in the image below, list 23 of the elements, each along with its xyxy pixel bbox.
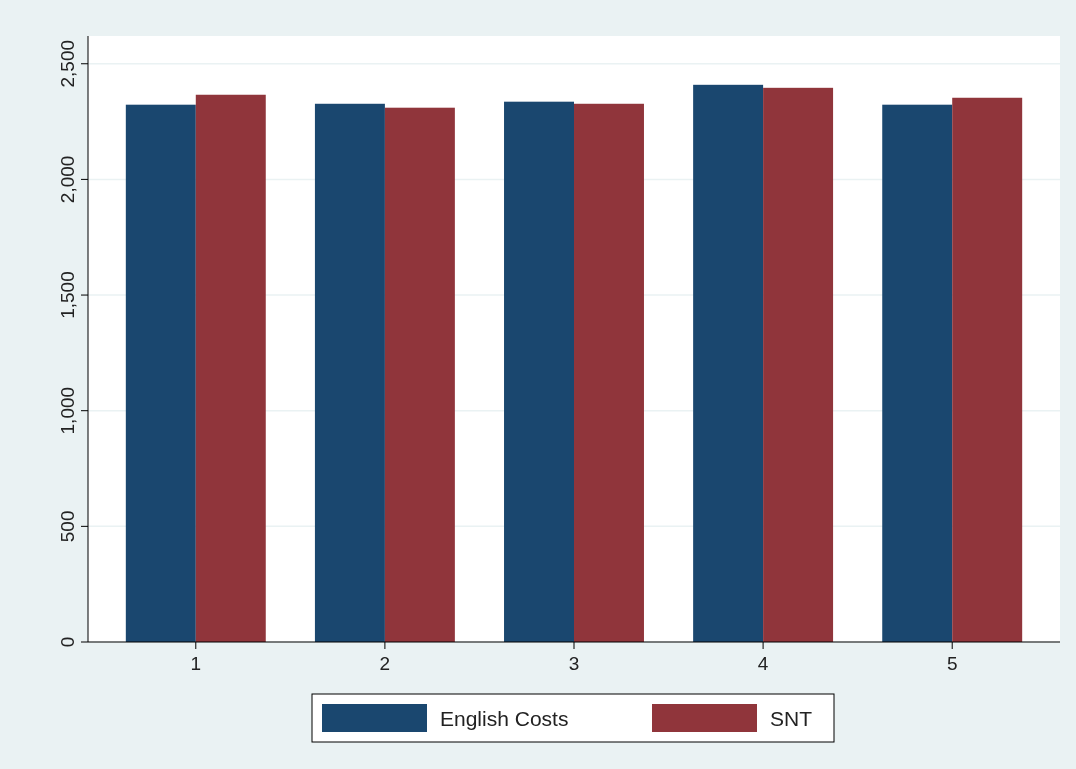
bar <box>693 84 764 642</box>
legend-label: SNT <box>770 707 813 730</box>
x-tick-label: 3 <box>568 653 580 674</box>
bar <box>952 97 1023 642</box>
x-tick-label: 1 <box>190 653 202 674</box>
bar <box>763 87 834 642</box>
y-tick-label: 1,500 <box>57 271 78 319</box>
y-tick-label: 500 <box>57 510 78 543</box>
y-tick-label: 0 <box>57 636 78 648</box>
bar <box>125 104 196 642</box>
bar <box>882 104 953 642</box>
bar <box>384 107 455 642</box>
x-tick-label: 2 <box>379 653 391 674</box>
y-tick-label: 2,000 <box>57 155 78 204</box>
bar <box>314 103 385 642</box>
y-tick-label: 1,000 <box>57 386 78 435</box>
x-tick-label: 4 <box>757 653 769 674</box>
x-tick-label: 5 <box>946 653 958 674</box>
bar <box>574 103 644 642</box>
legend-label: English Costs <box>440 707 569 730</box>
bar <box>195 94 266 642</box>
bar <box>504 101 574 642</box>
y-tick-label: 2,500 <box>57 39 78 88</box>
